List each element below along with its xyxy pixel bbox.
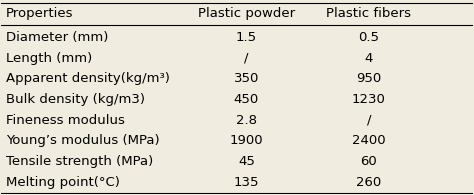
Text: Young’s modulus (MPa): Young’s modulus (MPa) <box>6 134 160 147</box>
Text: 4: 4 <box>365 52 373 65</box>
Text: 1900: 1900 <box>229 134 263 147</box>
Text: 350: 350 <box>234 72 259 85</box>
Text: 950: 950 <box>356 72 382 85</box>
Text: Melting point(°C): Melting point(°C) <box>6 176 120 189</box>
Text: 1230: 1230 <box>352 93 386 106</box>
Text: 60: 60 <box>361 155 377 168</box>
Text: Length (mm): Length (mm) <box>6 52 92 65</box>
Text: Bulk density (kg/m3): Bulk density (kg/m3) <box>6 93 145 106</box>
Text: Plastic fibers: Plastic fibers <box>327 7 411 20</box>
Text: 2400: 2400 <box>352 134 386 147</box>
Text: Properties: Properties <box>6 7 73 20</box>
Text: Plastic powder: Plastic powder <box>198 7 295 20</box>
Text: /: / <box>367 114 371 127</box>
Text: Tensile strength (MPa): Tensile strength (MPa) <box>6 155 154 168</box>
Text: 260: 260 <box>356 176 382 189</box>
Text: 135: 135 <box>234 176 259 189</box>
Text: /: / <box>244 52 249 65</box>
Text: Fineness modulus: Fineness modulus <box>6 114 125 127</box>
Text: 2.8: 2.8 <box>236 114 257 127</box>
Text: 0.5: 0.5 <box>358 31 380 44</box>
Text: 1.5: 1.5 <box>236 31 257 44</box>
Text: Apparent density(kg/m³): Apparent density(kg/m³) <box>6 72 170 85</box>
Text: 45: 45 <box>238 155 255 168</box>
Text: Diameter (mm): Diameter (mm) <box>6 31 109 44</box>
Text: 450: 450 <box>234 93 259 106</box>
